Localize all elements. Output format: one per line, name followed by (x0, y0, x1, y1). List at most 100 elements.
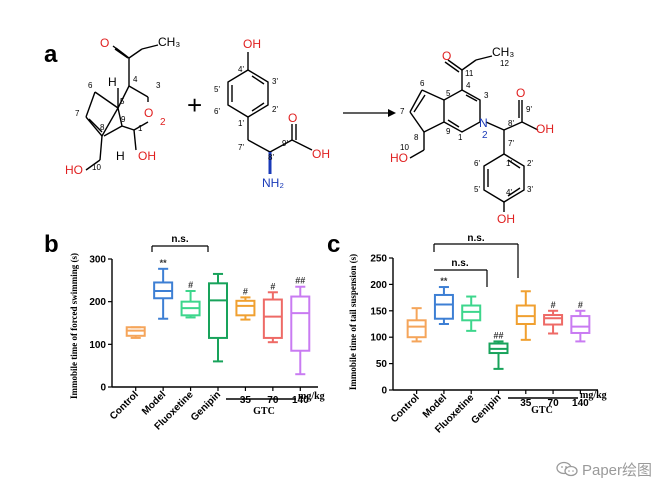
product-p3: 3' (527, 185, 533, 194)
b-x-label-6: 140 (292, 395, 309, 406)
c-box-3: ## (488, 330, 509, 370)
product-acid-oh: OH (536, 122, 554, 136)
b-y-tick-label: 100 (89, 340, 106, 351)
panel-c-chart: c Immobile time of tail suspension (s) 0… (327, 231, 607, 435)
product-n1: 1 (458, 133, 463, 142)
genipin-n5: 5 (120, 97, 125, 106)
tyrosine-p8: 8' (268, 153, 274, 162)
b-x-label-5: 70 (267, 395, 279, 406)
b-y-tick-label: 200 (89, 297, 106, 308)
genipin-n8: 8 (100, 123, 105, 132)
product-p7: 7' (508, 139, 514, 148)
reaction-arrow (343, 109, 396, 117)
b-box-0 (125, 326, 146, 339)
b-box-6: ## (290, 276, 311, 376)
product-n-number: 2 (482, 130, 488, 141)
panel-c-significance-brackets: n.s. n.s. (433, 233, 519, 287)
c-box-body (406, 319, 427, 339)
panel-c-bracket2-label: n.s. (451, 258, 468, 269)
c-x-label-3: Genipin (470, 392, 504, 426)
genipin-n10: 10 (92, 163, 101, 172)
genipin-h5: H (108, 75, 117, 89)
b-box-5: # (262, 281, 283, 344)
panel-b-bracket-label: n.s. (171, 234, 188, 245)
tyrosine-oh-top: OH (243, 37, 261, 51)
tyrosine-structure (227, 52, 313, 153)
c-significance-mark: ** (440, 276, 448, 286)
panel-b-significance-brackets: n.s. (151, 234, 209, 252)
wechat-icon (556, 461, 578, 477)
c-box-5: # (543, 300, 564, 335)
product-n6: 6 (420, 79, 425, 88)
tyrosine-p7: 7' (238, 143, 244, 152)
product-p8: 8' (508, 119, 514, 128)
c-y-tick-label: 200 (370, 280, 387, 291)
b-significance-mark: # (270, 281, 275, 291)
b-x-label-4: 35 (240, 395, 252, 406)
c-y-tick-label: 250 (370, 254, 387, 265)
c-significance-mark: # (578, 300, 583, 310)
b-box-body (290, 295, 311, 352)
b-y-tick-label: 0 (100, 383, 106, 394)
genipin-n1: 1 (138, 124, 143, 133)
genipin-n6: 6 (88, 81, 93, 90)
b-box-2: # (180, 280, 201, 319)
tyrosine-p4: 4' (238, 65, 244, 74)
product-n: N (479, 116, 488, 130)
product-n12: 12 (500, 59, 509, 68)
panel-b-axes: 0 100 200 300 (89, 255, 318, 394)
panel-c-unit-label: mg/kg (580, 390, 607, 401)
b-y-tick-label: 300 (89, 255, 106, 266)
b-x-label-0: Control (108, 389, 141, 422)
product-n4: 4 (466, 81, 471, 90)
tyrosine-p5: 5' (214, 85, 220, 94)
tyrosine-p3: 3' (272, 77, 278, 86)
product-acid-o: O (516, 86, 525, 100)
product-p1: 1' (506, 159, 512, 168)
genipin-methyl: CH₃ (158, 35, 180, 49)
watermark: Paper绘图 (556, 457, 652, 481)
c-box-body (433, 293, 454, 320)
tyrosine-p9: 9' (282, 139, 288, 148)
b-significance-mark: # (243, 286, 248, 296)
panel-b-gtc-label: GTC (253, 406, 275, 417)
c-x-label-6: 140 (572, 398, 589, 409)
product-n7: 7 (400, 107, 405, 116)
genipin-ester-o: O (100, 36, 109, 50)
genipin-ho-10: HO (65, 163, 83, 177)
c-y-tick-label: 0 (381, 386, 387, 397)
b-box-4: # (235, 286, 256, 321)
c-box-2 (461, 295, 482, 332)
tyrosine-p1: 1' (238, 119, 244, 128)
c-x-label-0: Control (389, 392, 422, 425)
c-box-0 (406, 307, 427, 343)
genipin-h9: H (116, 149, 125, 163)
product-n5: 5 (446, 89, 451, 98)
panel-c-label: c (327, 231, 340, 258)
tyrosine-acid-oh: OH (312, 147, 330, 161)
tyrosine-nh2: NH₂ (262, 176, 284, 190)
genipin-ring-o-number: 2 (160, 117, 166, 128)
b-box-body (262, 298, 283, 339)
b-box-body (235, 299, 256, 317)
c-x-label-4: 35 (520, 398, 532, 409)
c-y-tick-label: 100 (370, 333, 387, 344)
product-p2: 2' (527, 159, 533, 168)
genipin-n7: 7 (75, 109, 80, 118)
panel-a-reaction-scheme: a O (44, 35, 554, 226)
b-box-3 (208, 272, 228, 363)
product-n11: 11 (465, 69, 474, 78)
b-significance-mark: ** (160, 258, 168, 268)
product-p5: 5' (474, 185, 480, 194)
product-ho-10: HO (390, 151, 408, 165)
product-p6: 6' (474, 159, 480, 168)
genipin-ring-o: O (144, 106, 153, 120)
b-x-label-3: Genipin (189, 389, 223, 423)
c-box-body (515, 304, 536, 325)
genipin-carbonyl-bond (114, 48, 129, 59)
product-n8: 8 (414, 133, 419, 142)
genipin-n3: 3 (156, 81, 161, 90)
product-atom-numbers: 1 3 4 5 6 7 8 9 10 11 12 8' 9' 7' 1' 2' … (400, 59, 533, 197)
b-box-body (208, 282, 228, 339)
